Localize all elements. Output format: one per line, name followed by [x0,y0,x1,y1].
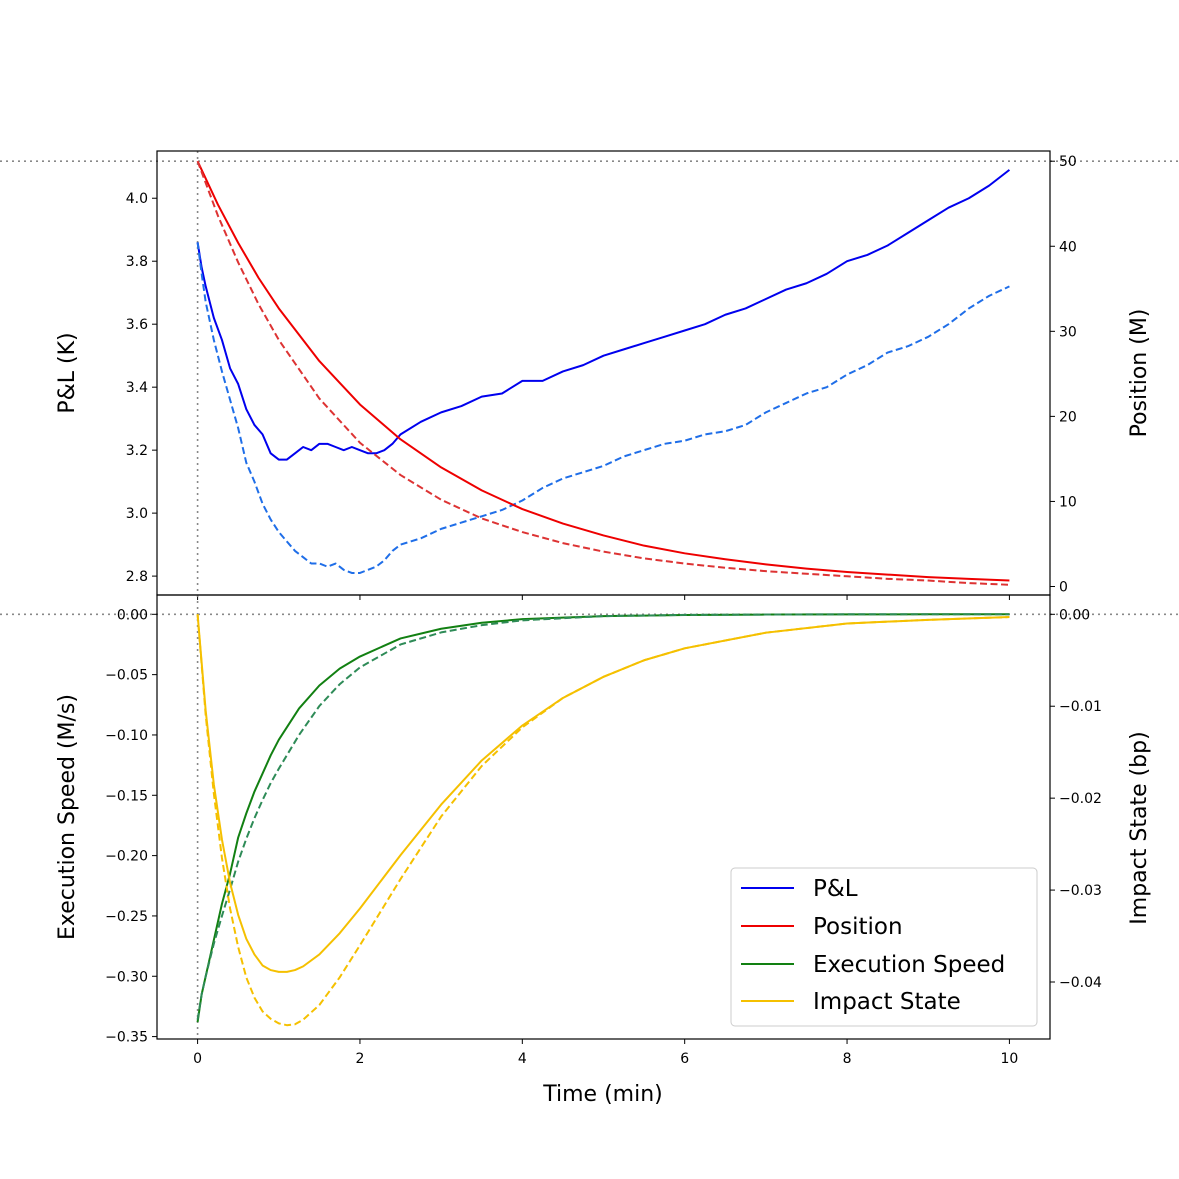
x-tick-label-6: 6 [680,1051,689,1067]
legend-label-pnl: P&L [813,876,858,902]
bottom-right-y-ticks: 0.00 −0.01 −0.02 −0.03 −0.04 [1050,607,1102,991]
legend: P&L Position Execution Speed Impact Stat… [730,867,1038,1027]
bottom-series-line-3-dashed [196,614,1010,1027]
top-series-line-1-dashed [196,242,1010,574]
top-x-ticks [197,595,1010,600]
top-plot-area [0,151,1179,595]
bottom-left-y-ticks: 0.00 −0.05 −0.10 −0.15 −0.20 −0.25 −0.30 −0.35 [105,607,157,1046]
top-panel: 2.8 3.0 3.2 3.4 3.6 3.8 4.0 0 10 20 30 40 50 P&L (K… [0,150,1179,600]
bottom-series-execution-speed-solid [196,613,1010,1023]
bottom-left-y-axis-title: Execution Speed (M/s) [55,694,80,940]
bottom-left-y-tick-label-0-15: −0.15 [105,788,148,804]
top-panel-frame [156,150,1051,596]
top-right-y-tick-label-50: 50 [1059,154,1077,170]
top-series-p-l-solid [196,169,1011,461]
top-left-y-tick-label-2-8: 2.8 [126,569,148,585]
top-right-y-tick-label-10: 10 [1059,494,1077,510]
top-left-y-ticks: 2.8 3.0 3.2 3.4 3.6 3.8 4.0 [126,191,157,585]
bottom-left-y-tick-label-0-30: −0.30 [105,969,148,985]
legend-entry-execution-speed: Execution Speed [741,952,1005,978]
x-tick-label-4: 4 [518,1051,527,1067]
x-axis-title: Time (min) [542,1082,663,1107]
bottom-right-y-tick-label-0-04: −0.04 [1059,975,1102,991]
legend-entry-pnl: P&L [741,876,858,902]
top-right-y-tick-label-0: 0 [1059,579,1068,595]
bottom-left-y-tick-label-0-00: 0.00 [117,607,148,623]
bottom-left-y-tick-label-0-25: −0.25 [105,909,148,925]
bottom-x-ticks: 0 2 4 6 8 10 [193,1039,1018,1067]
top-right-y-ticks: 0 10 20 30 40 50 [1050,154,1077,595]
legend-label-impact-state: Impact State [813,989,961,1015]
top-left-y-axis-title: P&L (K) [55,332,80,413]
top-right-y-tick-label-20: 20 [1059,409,1077,425]
bottom-left-y-tick-label-0-20: −0.20 [105,849,148,865]
top-left-y-tick-label-3-6: 3.6 [126,317,148,333]
top-series-line-3-dashed [196,160,1010,586]
legend-entry-position: Position [741,914,903,940]
bottom-panel: 0 2 4 6 8 10 0.00 −0.05 −0.10 −0.15 −0.20 −0.25 −0.… [0,594,1179,1107]
top-series-position-solid [196,160,1010,582]
x-tick-label-0: 0 [193,1051,202,1067]
bottom-right-y-axis-title: Impact State (bp) [1127,731,1152,924]
top-left-y-tick-label-3-4: 3.4 [126,380,148,396]
x-tick-label-8: 8 [843,1051,852,1067]
legend-entry-impact-state: Impact State [741,989,961,1015]
x-tick-label-2: 2 [355,1051,364,1067]
bottom-series-line-1-dashed [196,613,1010,1020]
bottom-right-y-tick-label-0-02: −0.02 [1059,791,1102,807]
legend-frame [730,867,1038,1027]
x-tick-label-10: 10 [1000,1051,1018,1067]
bottom-left-y-tick-label-0-10: −0.10 [105,728,148,744]
legend-label-execution-speed: Execution Speed [813,952,1005,978]
bottom-right-y-tick-label-0-01: −0.01 [1059,699,1102,715]
bottom-right-y-tick-label-0-00: 0.00 [1059,607,1090,623]
top-right-y-axis-title: Position (M) [1127,309,1152,438]
top-right-y-tick-label-40: 40 [1059,239,1077,255]
bottom-right-y-tick-label-0-03: −0.03 [1059,883,1102,899]
bottom-plot-area [0,595,1179,1039]
bottom-left-y-tick-label-0-05: −0.05 [105,668,148,684]
top-left-y-tick-label-3-8: 3.8 [126,254,148,270]
top-right-y-tick-label-30: 30 [1059,324,1077,340]
bottom-left-y-tick-label-0-35: −0.35 [105,1030,148,1046]
top-left-y-tick-label-4-0: 4.0 [126,191,148,207]
legend-label-position: Position [813,914,903,940]
top-left-y-tick-label-3-2: 3.2 [126,443,148,459]
bottom-panel-frame [156,594,1051,1040]
top-left-y-tick-label-3-0: 3.0 [126,506,148,522]
